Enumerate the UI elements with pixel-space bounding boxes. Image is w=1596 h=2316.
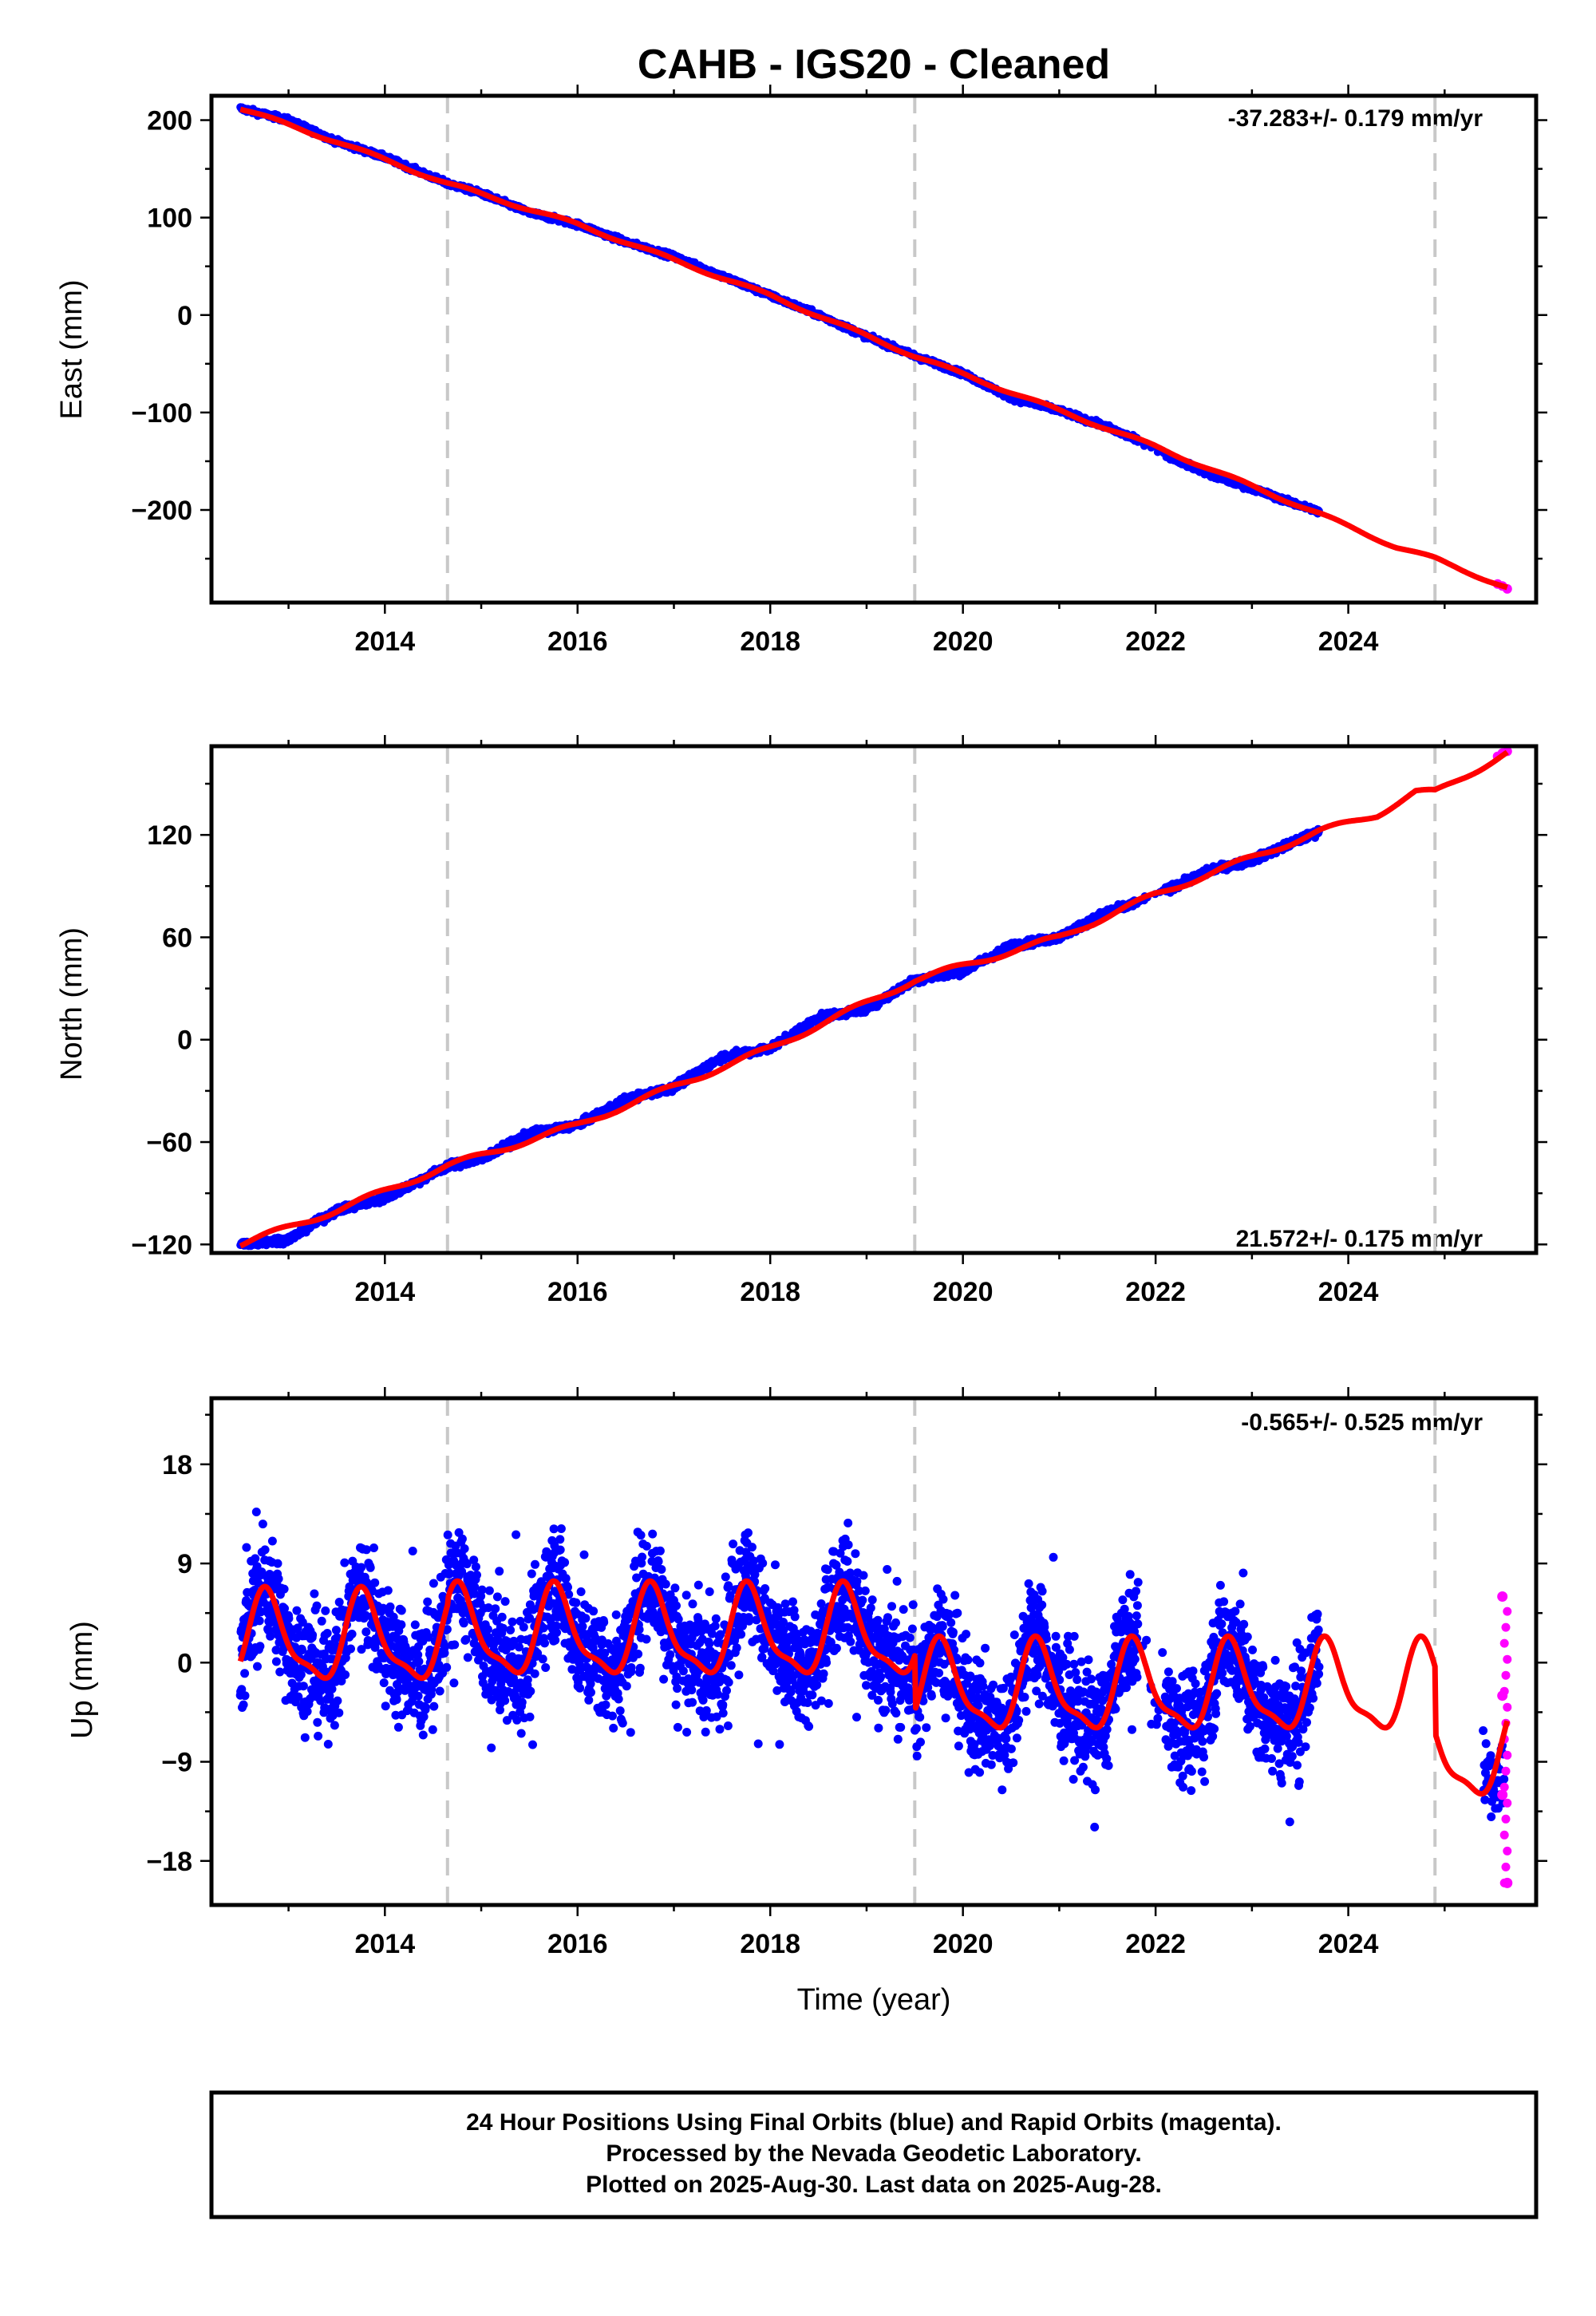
east-rate-label: -37.283+/- 0.179 mm/yr xyxy=(1228,105,1483,132)
east-xtick-label: 2014 xyxy=(354,626,415,657)
east-ytick-label: 100 xyxy=(147,204,192,234)
east-data-group xyxy=(236,103,1512,594)
north-data-group xyxy=(236,746,1512,1251)
north-xtick-label: 2024 xyxy=(1318,1277,1379,1307)
east-frame xyxy=(209,93,1539,605)
north-xtick-label: 2020 xyxy=(933,1277,994,1307)
chart-title: CAHB - IGS20 - Cleaned xyxy=(638,41,1110,88)
east-xtick-label: 2018 xyxy=(740,626,800,657)
east-ytick-label: 200 xyxy=(147,106,192,136)
east-ytick-label: −200 xyxy=(131,496,192,526)
north-xtick-label: 2016 xyxy=(547,1277,608,1307)
east-panel: East (mm) -37.283+/- 0.179 mm/yr 2014 201… xyxy=(55,85,1547,657)
north-rate-label: 21.572+/- 0.175 mm/yr xyxy=(1236,1226,1483,1252)
north-xtick-label: 2018 xyxy=(740,1277,800,1307)
east-xtick-label: 2020 xyxy=(933,626,994,657)
north-ytick-label: 120 xyxy=(147,820,192,851)
east-xtick-label: 2024 xyxy=(1318,626,1379,657)
east-model-curve xyxy=(238,106,1510,591)
north-panel: North (mm) 21.572+/- 0.175 mm/yr 2014 201… xyxy=(55,735,1547,1307)
north-xtick-label: 2014 xyxy=(354,1277,415,1307)
north-xtick-label: 2022 xyxy=(1125,1277,1186,1307)
east-ylabel: East (mm) xyxy=(55,279,89,419)
east-xtick-label: 2016 xyxy=(547,626,608,657)
east-ytick-label: −100 xyxy=(131,398,192,429)
north-ylabel: North (mm) xyxy=(55,927,89,1081)
east-xtick-label: 2022 xyxy=(1125,626,1186,657)
east-ytick-label: 0 xyxy=(177,301,192,331)
north-ytick-label: 60 xyxy=(162,923,192,953)
